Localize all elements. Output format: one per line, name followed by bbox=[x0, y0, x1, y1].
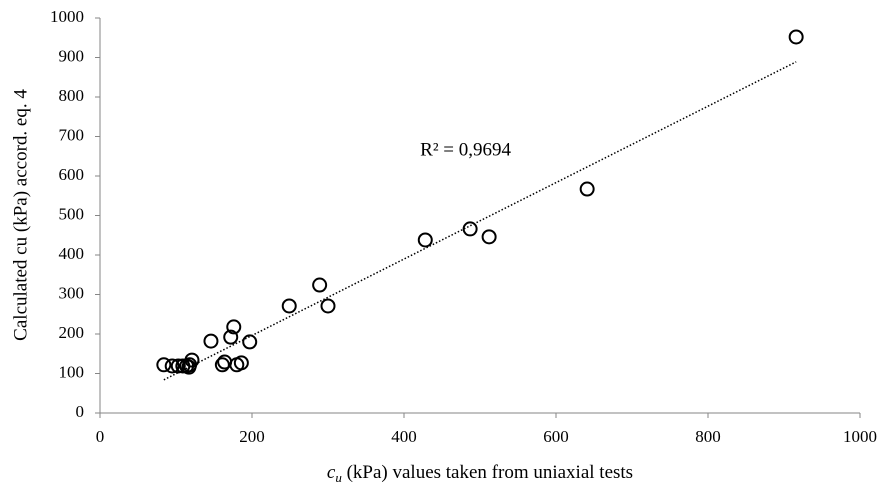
y-tick-label: 200 bbox=[59, 323, 85, 342]
point bbox=[203, 333, 219, 349]
y-tick-label: 800 bbox=[59, 86, 85, 105]
point bbox=[462, 221, 478, 237]
x-label-rest: (kPa) values taken from uniaxial tests bbox=[342, 462, 633, 483]
y-tick-label: 1000 bbox=[50, 7, 84, 26]
point bbox=[233, 355, 249, 371]
x-tick-label: 1000 bbox=[843, 427, 877, 446]
point bbox=[226, 319, 242, 335]
trendline bbox=[163, 61, 797, 381]
annotation: R² = 0,9694 bbox=[420, 139, 511, 160]
x-label-subscript: u bbox=[335, 470, 342, 485]
point bbox=[214, 357, 230, 373]
x-label-symbol: c bbox=[327, 462, 336, 483]
point bbox=[417, 232, 433, 248]
y-tick-label: 300 bbox=[59, 283, 85, 302]
point bbox=[481, 229, 497, 245]
y-tick-label: 500 bbox=[59, 204, 85, 223]
point bbox=[164, 358, 180, 374]
point bbox=[170, 358, 186, 374]
point bbox=[320, 298, 336, 314]
point bbox=[788, 29, 804, 45]
x-tick-label: 600 bbox=[543, 427, 569, 446]
point bbox=[156, 357, 172, 373]
y-tick-label: 0 bbox=[76, 402, 85, 421]
x-tick-label: 200 bbox=[239, 427, 265, 446]
point bbox=[281, 298, 297, 314]
y-tick-label: 400 bbox=[59, 244, 85, 263]
x-tick-label: 800 bbox=[695, 427, 721, 446]
x-tick-label: 0 bbox=[96, 427, 105, 446]
y-axis-label: Calculated cu (kPa) accord. eq. 4 bbox=[10, 89, 31, 341]
point bbox=[184, 352, 200, 368]
y-tick-label: 900 bbox=[59, 46, 85, 65]
y-tick-label: 600 bbox=[59, 165, 85, 184]
y-tick-label: 100 bbox=[59, 362, 85, 381]
point bbox=[223, 329, 239, 345]
point bbox=[181, 359, 197, 375]
y-tick-label: 700 bbox=[59, 125, 85, 144]
point bbox=[579, 181, 595, 197]
point bbox=[242, 334, 258, 350]
point bbox=[312, 277, 328, 293]
x-tick-label: 400 bbox=[391, 427, 417, 446]
x-axis-label: cu (kPa) values taken from uniaxial test… bbox=[327, 462, 633, 485]
